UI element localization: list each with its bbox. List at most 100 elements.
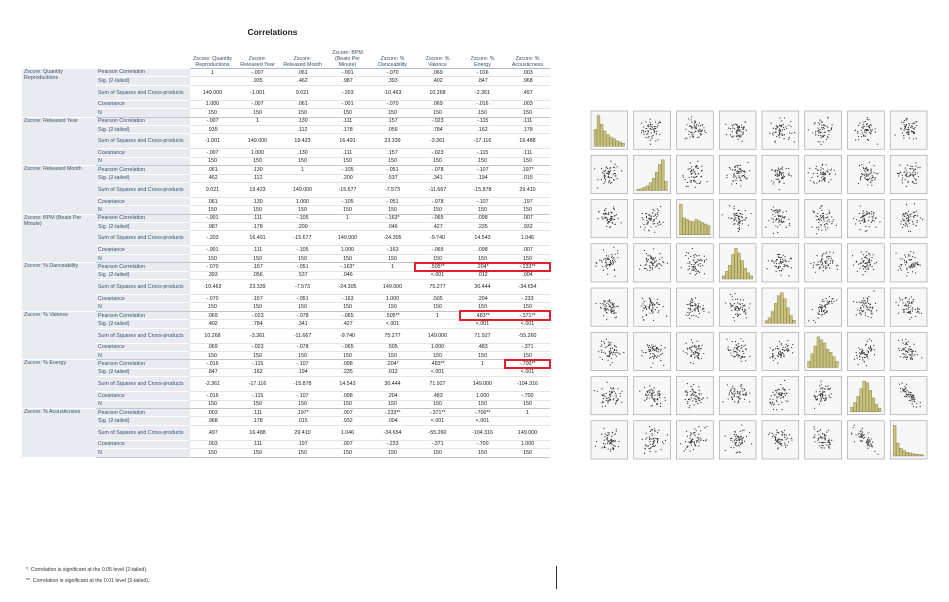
scatter-point [777, 448, 779, 450]
scatter-point [740, 391, 742, 393]
scatter-point [734, 431, 736, 433]
scatter-point [699, 132, 701, 135]
scatter-point [834, 173, 836, 175]
scatter-point [862, 310, 865, 312]
scatter-point [609, 179, 611, 182]
scatter-point [867, 350, 870, 353]
scatter-point [657, 394, 659, 396]
scatter-point [693, 383, 695, 386]
table-row: N 150 150 150 150 150 150 150 150 [22, 157, 550, 167]
scatter-point [792, 352, 794, 354]
scatter-point [776, 174, 778, 176]
scatter-point [686, 446, 688, 448]
scatter-point [646, 344, 648, 346]
scatter-point [899, 356, 902, 358]
scatter-point [609, 226, 612, 228]
scatter-point [605, 260, 607, 262]
scatter-point [901, 349, 903, 352]
histogram-bar [829, 351, 833, 368]
table-cell: 10.268 [415, 85, 460, 101]
scatter-point [837, 264, 839, 266]
scatter-point [828, 394, 830, 396]
scatter-point [821, 205, 823, 207]
scatter-point [699, 259, 701, 261]
scatter-point [824, 131, 826, 133]
scatter-point [652, 221, 654, 223]
scatter-point [781, 166, 784, 168]
scatter-point [865, 343, 867, 346]
scatter-point [919, 167, 921, 169]
panel-frame [590, 154, 629, 194]
scatter-point [611, 302, 613, 304]
scatter-point [819, 445, 821, 447]
scatter-point [827, 227, 829, 229]
scatter-point [854, 358, 856, 360]
table-cell: -.023 [235, 343, 280, 353]
scatter-point [865, 266, 867, 268]
scatter-point [898, 349, 901, 351]
scatter-point [911, 271, 914, 273]
scatter-point [741, 424, 743, 426]
scatter-point [826, 310, 828, 313]
scatter-point [743, 429, 745, 431]
scatter-point [602, 304, 605, 306]
scatter-point [652, 399, 655, 401]
scatter-point [860, 302, 862, 304]
scatter-point [865, 173, 867, 175]
scatter-point [691, 301, 694, 303]
table-cell: -.163* [325, 262, 370, 272]
scatter-point [864, 135, 867, 137]
scatter-point [612, 304, 614, 306]
scatter-point [604, 352, 607, 354]
scatter-point [615, 400, 618, 402]
scatter-point [607, 172, 609, 174]
panel-frame [761, 376, 800, 416]
scatter-point [820, 383, 822, 385]
scatter-point [915, 210, 917, 212]
histogram-bar [783, 298, 787, 324]
scatter-point [739, 218, 741, 220]
table-cell: 1.000 [415, 343, 460, 353]
scatter-point [738, 397, 740, 400]
scatter-point [776, 429, 778, 431]
scatter-point [870, 179, 872, 181]
scatter-point [828, 303, 830, 305]
scatter-point [910, 130, 912, 132]
scatter-point [866, 169, 868, 172]
scatter-point [813, 319, 815, 321]
scatter-point [827, 429, 830, 431]
scatter-point [771, 260, 773, 262]
scatter-point [610, 215, 612, 217]
scatter-point [859, 309, 861, 312]
histogram-bar [648, 182, 653, 191]
scatter-point [697, 309, 699, 312]
histogram-bar [908, 452, 912, 457]
table-cell: .004 [505, 271, 550, 281]
scatter-point [828, 443, 831, 445]
scatter-point [621, 390, 623, 392]
scatter-point [782, 177, 784, 179]
scatter-point [735, 306, 737, 308]
scatter-point [614, 223, 616, 225]
scatter-point [829, 442, 831, 444]
scatter-point [615, 312, 617, 314]
scatter-point [749, 303, 751, 305]
scatter-point [780, 394, 783, 396]
scatter-point [771, 259, 773, 261]
scatter-point [691, 441, 693, 443]
scatter-point [897, 269, 899, 271]
scatter-point [645, 252, 648, 255]
scatter-point [735, 131, 737, 133]
scatter-point [820, 169, 822, 171]
scatter-panel [718, 331, 757, 371]
scatter-point [702, 439, 705, 442]
scatter-point [686, 353, 689, 355]
scatter-point [654, 121, 657, 123]
scatter-point [611, 435, 613, 438]
scatter-point [866, 128, 869, 131]
scatter-point [820, 435, 822, 438]
scatter-point [735, 212, 737, 215]
scatter-point [914, 127, 916, 129]
scatter-point [822, 266, 824, 268]
scatter-point [905, 185, 907, 188]
